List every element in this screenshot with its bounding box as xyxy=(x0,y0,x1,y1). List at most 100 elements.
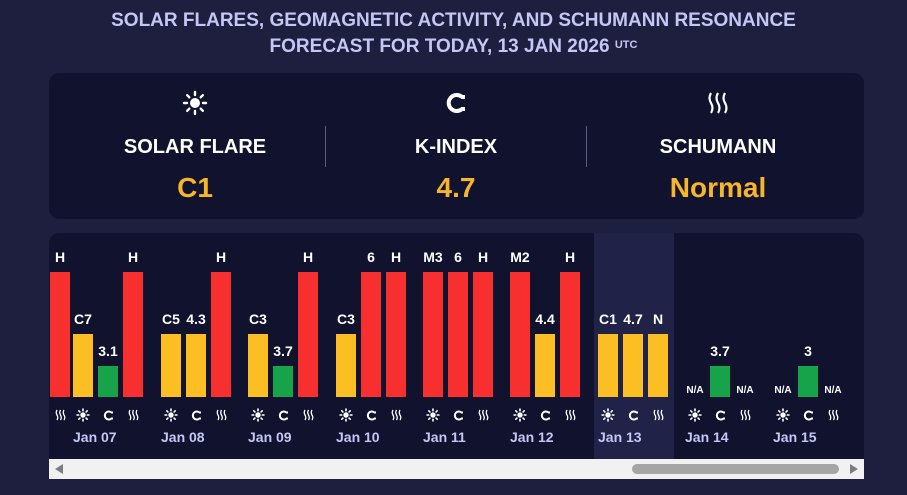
chart-bar xyxy=(50,272,70,397)
bar-label: C1 xyxy=(599,311,617,327)
date-label: Jan 10 xyxy=(336,429,380,445)
bar-label: C7 xyxy=(74,311,92,327)
bar-label: N/A xyxy=(686,385,704,396)
bar-label: H xyxy=(564,249,576,265)
sun-icon xyxy=(336,407,356,423)
bar-label: H xyxy=(477,249,489,265)
solar-flare-label: SOLAR FLARE xyxy=(123,136,267,158)
title-line-2: FORECAST FOR TODAY, 13 JAN 2026 UTC xyxy=(0,34,907,60)
chart-bar xyxy=(98,366,118,397)
solar-flare-value: C1 xyxy=(177,172,213,203)
wave-icon xyxy=(386,407,406,423)
bar-label: N xyxy=(652,311,664,327)
summary-schumann: SCHUMANN Normal xyxy=(588,73,848,219)
sun-icon xyxy=(248,407,268,423)
scroll-left-arrow-icon[interactable] xyxy=(55,464,63,474)
magnet-icon xyxy=(710,407,730,423)
forecast-chart-scroller[interactable]: H C7 3.1 H Jan 07 C5 4.3 H Jan 08 C3 3.7 H Jan 09 C3 6… xyxy=(49,233,864,479)
sun-icon xyxy=(161,407,181,423)
chart-bar xyxy=(623,334,643,397)
bar-label: N/A xyxy=(774,385,792,396)
bar-label: H xyxy=(390,249,402,265)
magnet-icon xyxy=(186,407,206,423)
wave-icon xyxy=(588,90,848,116)
sun-icon xyxy=(65,90,325,116)
bar-label: N/A xyxy=(824,385,842,396)
sun-icon xyxy=(510,407,530,423)
chart-bar xyxy=(298,272,318,397)
wave-icon xyxy=(211,407,231,423)
bar-label: H xyxy=(127,249,139,265)
chart-bar xyxy=(710,366,730,397)
bar-label: 4.7 xyxy=(623,311,643,327)
date-label: Jan 14 xyxy=(685,429,729,445)
chart-bar xyxy=(798,366,818,397)
sun-icon xyxy=(73,407,93,423)
date-label: Jan 13 xyxy=(598,429,642,445)
schumann-label: SCHUMANN xyxy=(659,136,777,158)
bar-label: C3 xyxy=(337,311,355,327)
chart-bar xyxy=(648,334,668,397)
bar-label: 6 xyxy=(454,249,462,265)
divider xyxy=(586,126,587,167)
chart-bar xyxy=(535,334,555,397)
magnet-icon xyxy=(273,407,293,423)
bar-label: 4.3 xyxy=(186,311,206,327)
bar-label: 6 xyxy=(367,249,375,265)
bar-label: 3 xyxy=(804,343,812,359)
chart-bar xyxy=(73,334,93,397)
chart-bar xyxy=(248,334,268,397)
wave-icon xyxy=(473,407,493,423)
summary-panel: SOLAR FLARE C1 K-INDEX 4.7 SCHUMANN Norm… xyxy=(49,73,864,219)
bar-label: 3.7 xyxy=(273,343,293,359)
date-label: Jan 08 xyxy=(161,429,205,445)
summary-k-index: K-INDEX 4.7 xyxy=(326,73,586,219)
magnet-icon xyxy=(98,407,118,423)
bar-label: H xyxy=(302,249,314,265)
utc-label: UTC xyxy=(614,39,638,51)
title-line-1: SOLAR FLARES, GEOMAGNETIC ACTIVITY, AND … xyxy=(111,10,796,31)
bar-label: H xyxy=(54,249,66,265)
horizontal-scrollbar[interactable] xyxy=(49,459,864,479)
bar-label: N/A xyxy=(736,385,754,396)
chart-bar xyxy=(473,272,493,397)
chart-bar xyxy=(510,272,530,397)
wave-icon xyxy=(648,407,668,423)
magnet-icon xyxy=(623,407,643,423)
magnet-icon xyxy=(326,90,586,116)
bar-label: M2 xyxy=(510,249,530,265)
chart-bar xyxy=(448,272,468,397)
wave-icon xyxy=(50,407,70,423)
bar-label: M3 xyxy=(423,249,443,265)
sun-icon xyxy=(598,407,618,423)
magnet-icon xyxy=(448,407,468,423)
chart-bar xyxy=(336,334,356,397)
chart-bar xyxy=(423,272,443,397)
magnet-icon xyxy=(361,407,381,423)
bar-label: C5 xyxy=(162,311,180,327)
k-index-label: K-INDEX xyxy=(414,136,498,158)
page-title: SOLAR FLARES, GEOMAGNETIC ACTIVITY, AND … xyxy=(0,8,907,60)
scrollbar-thumb[interactable] xyxy=(632,464,839,474)
magnet-icon xyxy=(535,407,555,423)
sun-icon xyxy=(423,407,443,423)
wave-icon xyxy=(735,407,755,423)
bar-label: 3.7 xyxy=(710,343,730,359)
forecast-chart: H C7 3.1 H Jan 07 C5 4.3 H Jan 08 C3 3.7 H Jan 09 C3 6… xyxy=(49,233,864,459)
scroll-right-arrow-icon[interactable] xyxy=(850,464,858,474)
chart-bar xyxy=(386,272,406,397)
bar-label: 3.1 xyxy=(98,343,118,359)
date-label: Jan 07 xyxy=(73,429,117,445)
chart-bar xyxy=(211,272,231,397)
chart-bar xyxy=(598,334,618,397)
bar-label: C3 xyxy=(249,311,267,327)
sun-icon xyxy=(685,407,705,423)
sun-icon xyxy=(773,407,793,423)
date-label: Jan 15 xyxy=(773,429,817,445)
wave-icon xyxy=(123,407,143,423)
date-label: Jan 12 xyxy=(510,429,554,445)
schumann-value: Normal xyxy=(669,172,767,203)
divider xyxy=(325,126,326,167)
bar-label: H xyxy=(215,249,227,265)
date-label: Jan 11 xyxy=(423,429,466,445)
